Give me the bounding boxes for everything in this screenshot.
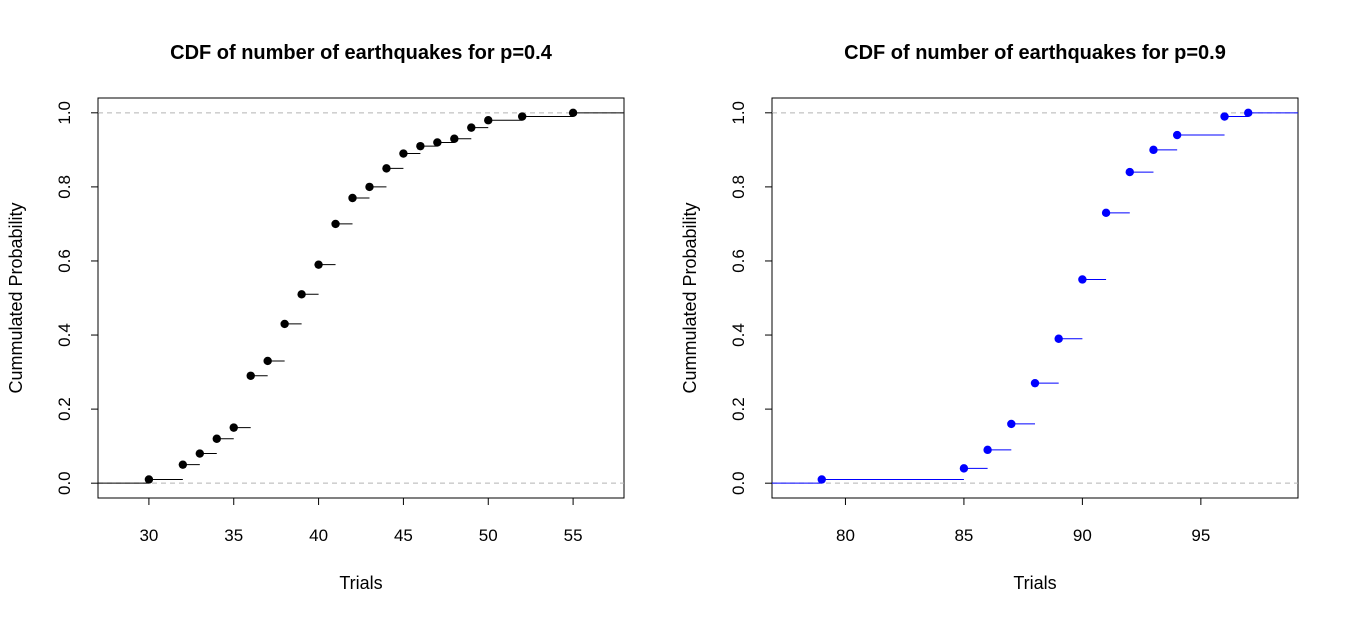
chart-left-data-point <box>212 434 221 443</box>
chart-left-y-tick-label: 0.6 <box>55 249 74 273</box>
chart-right-data-point <box>959 464 969 473</box>
chart-right-y-tick-label: 0.0 <box>729 471 748 495</box>
chart-left-y-tick-label: 0.2 <box>55 397 74 421</box>
chart-right-data-point <box>1125 167 1134 177</box>
chart-right-x-tick-label: 85 <box>954 526 973 545</box>
chart-left-data-point <box>246 371 255 380</box>
chart-right-data-point <box>1054 334 1063 343</box>
chart-right-title: CDF of number of earthquakes for p=0.9 <box>844 42 1226 64</box>
chart-left-y-tick-label: 0.4 <box>55 323 74 347</box>
chart-left-x-tick-label: 55 <box>564 526 583 545</box>
chart-right-data-point <box>1078 275 1087 284</box>
chart-left-data-point <box>433 138 442 147</box>
chart-left: CDF of number of earthquakes for p=0.4 T… <box>6 42 625 593</box>
chart-right-data-point <box>1007 419 1016 429</box>
chart-right-y-tick-label: 0.4 <box>729 323 748 347</box>
chart-right-data-point <box>1220 112 1229 121</box>
chart-left-data-point <box>195 449 205 458</box>
chart-left-data-point <box>382 164 391 173</box>
chart-left-data-point <box>517 112 527 121</box>
chart-left-x-tick-label: 45 <box>394 526 413 545</box>
chart-right-data-point <box>1244 108 1253 118</box>
chart-left-y-tick-label: 0.8 <box>55 175 74 199</box>
chart-left-data-point <box>484 116 493 125</box>
chart-left-x-tick-label: 35 <box>224 526 243 545</box>
chart-right-data-point <box>817 475 826 484</box>
chart-left-title: CDF of number of earthquakes for p=0.4 <box>170 42 553 64</box>
chart-left-data-point <box>297 290 306 299</box>
chart-right-y-tick-label: 0.8 <box>729 175 748 199</box>
chart-right-y-tick-label: 0.2 <box>729 397 748 421</box>
chart-right-data-point <box>1172 130 1182 140</box>
chart-right-y-tick-label: 0.6 <box>729 249 748 273</box>
chart-left-data-point <box>467 123 476 132</box>
chart-left-y-tick-label: 0.0 <box>55 471 74 495</box>
chart-right-xlabel: Trials <box>1013 573 1056 593</box>
chart-left-data-point <box>280 319 289 329</box>
chart-right: CDF of number of earthquakes for p=0.9 T… <box>680 42 1299 593</box>
chart-right-data-point <box>1149 145 1158 155</box>
chart-right-ylabel: Cummulated Probability <box>680 202 700 393</box>
chart-left-y-tick-label: 1.0 <box>55 101 74 125</box>
chart-left-data-point <box>399 149 408 158</box>
chart-right-x-tick-label: 95 <box>1191 526 1210 545</box>
chart-left-data-point <box>144 475 154 484</box>
chart-left-data-point <box>314 260 323 269</box>
chart-left-ylabel: Cummulated Probability <box>6 202 26 393</box>
chart-left-data-point <box>348 193 357 203</box>
chart-right-x-tick-label: 80 <box>836 526 855 545</box>
chart-right-data-point <box>983 445 992 455</box>
chart-left-data-point <box>365 182 374 192</box>
chart-left-x-tick-label: 40 <box>309 526 328 545</box>
chart-left-data-point <box>229 423 238 432</box>
chart-left-data-point <box>263 356 272 366</box>
chart-left-data-point <box>416 141 425 151</box>
chart-left-x-tick-label: 50 <box>479 526 498 545</box>
chart-right-data-point <box>1101 208 1111 218</box>
chart-right-data-point <box>1030 378 1040 388</box>
chart-right-y-tick-label: 1.0 <box>729 101 748 125</box>
chart-left-data-point <box>450 134 459 143</box>
chart-left-data-point <box>568 108 578 118</box>
chart-left-data-point <box>331 219 340 229</box>
chart-left-xlabel: Trials <box>339 573 382 593</box>
chart-left-x-tick-label: 30 <box>139 526 158 545</box>
chart-right-x-tick-label: 90 <box>1073 526 1092 545</box>
chart-left-data-point <box>178 460 188 469</box>
